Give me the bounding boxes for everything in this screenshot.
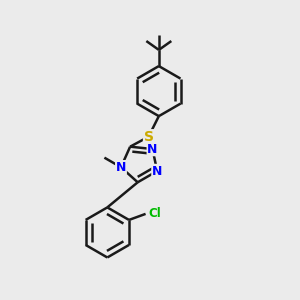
- Text: S: S: [143, 130, 154, 144]
- Text: Cl: Cl: [148, 207, 161, 220]
- Text: N: N: [116, 161, 126, 174]
- Text: N: N: [147, 142, 158, 155]
- Text: N: N: [152, 164, 162, 178]
